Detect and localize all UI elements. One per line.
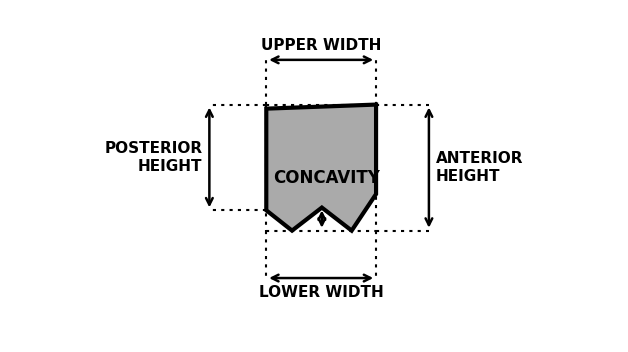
Text: ANTERIOR
HEIGHT: ANTERIOR HEIGHT [436,151,523,184]
Text: LOWER WIDTH: LOWER WIDTH [259,285,384,300]
Text: POSTERIOR
HEIGHT: POSTERIOR HEIGHT [104,141,203,174]
Polygon shape [266,105,376,231]
Text: CONCAVITY: CONCAVITY [273,169,380,187]
Text: UPPER WIDTH: UPPER WIDTH [261,38,381,53]
